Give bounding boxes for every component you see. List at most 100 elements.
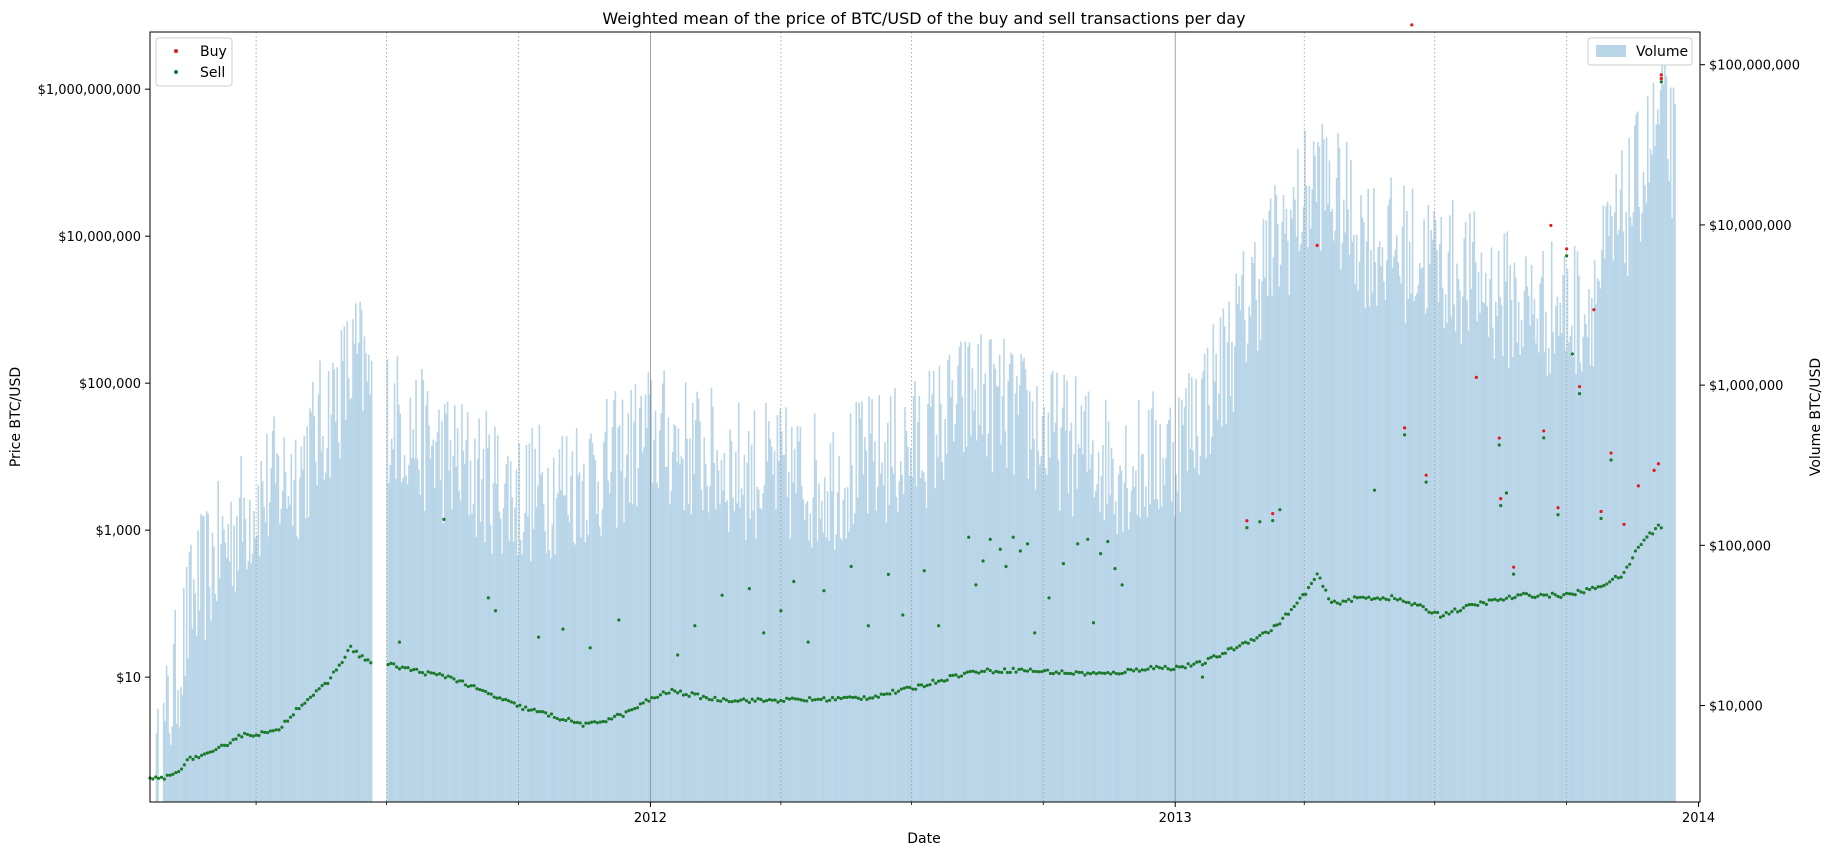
volume-bar: [1060, 427, 1063, 802]
volume-bar: [1440, 216, 1443, 803]
volume-bar: [849, 413, 852, 802]
volume-bar: [448, 470, 450, 802]
volume-bar: [1665, 76, 1668, 802]
volume-bar: [273, 416, 275, 802]
sell-point: [254, 733, 258, 737]
sell-point: [248, 733, 252, 738]
volume-bar: [1539, 283, 1542, 802]
buy-outlier-point: [1592, 308, 1596, 312]
volume-bar: [1449, 215, 1451, 802]
sell-point: [1496, 598, 1500, 603]
volume-bar: [1269, 198, 1272, 802]
sell-point: [308, 695, 313, 699]
volume-bar: [762, 493, 764, 802]
y-axis-ticks: $10$1,000$100,000$10,000,000$1,000,000,0…: [38, 83, 150, 686]
volume-bar: [324, 472, 327, 802]
sell-outlier-point: [1091, 621, 1096, 625]
volume-bar: [1284, 233, 1286, 802]
sell-point: [1014, 670, 1018, 674]
sell-point: [1352, 595, 1357, 599]
volume-bar: [1618, 229, 1620, 803]
volume-bar: [498, 511, 501, 802]
sell-point: [495, 696, 499, 700]
volume-bar: [168, 732, 171, 802]
sell-outlier-point: [922, 569, 926, 573]
sell-point: [1011, 666, 1015, 670]
sell-point: [475, 687, 479, 691]
sell-point: [721, 697, 726, 701]
volume-bar: [482, 449, 485, 802]
volume-bar: [1602, 205, 1605, 802]
volume-bar: [879, 473, 882, 802]
volume-bar: [1274, 185, 1276, 802]
volume-bar: [1430, 230, 1433, 802]
volume-bar: [439, 480, 442, 802]
volume-bar: [1632, 212, 1635, 803]
volume-bar: [1579, 362, 1582, 802]
sell-point: [1281, 616, 1285, 620]
sell-outlier-point: [1011, 535, 1015, 539]
volume-bar: [1120, 470, 1123, 802]
sell-point: [1000, 670, 1004, 675]
volume-bar: [1664, 48, 1666, 802]
volume-bar: [1437, 302, 1440, 802]
sell-outlier-point: [493, 609, 498, 613]
volume-bar: [544, 531, 546, 802]
volume-bar: [1411, 188, 1414, 803]
sell-point: [799, 698, 803, 702]
volume-bar: [892, 473, 895, 802]
sell-point: [902, 686, 906, 690]
sell-outlier-point: [1504, 491, 1509, 495]
sell-point: [194, 754, 198, 759]
volume-bar: [1304, 130, 1306, 803]
sell-point: [1074, 670, 1078, 674]
volume-bar: [167, 676, 169, 802]
volume-bar: [552, 457, 555, 802]
sell-point: [828, 698, 832, 702]
volume-bar: [1380, 266, 1382, 803]
sell-point: [1137, 669, 1141, 673]
sell-point: [171, 772, 175, 776]
sell-point: [1364, 596, 1368, 600]
sell-point: [1140, 668, 1144, 672]
volume-bar: [869, 433, 872, 802]
volume-bar: [291, 525, 294, 802]
volume-bar: [1049, 457, 1051, 802]
volume-bar: [1218, 393, 1220, 802]
volume-bar: [1153, 499, 1156, 802]
volume-bar: [1589, 365, 1592, 802]
volume-bar: [1516, 342, 1519, 802]
volume-bar: [1094, 491, 1097, 802]
volume-bar: [172, 644, 175, 802]
volume-bar: [864, 437, 866, 802]
sell-point: [182, 763, 187, 767]
volume-bar: [783, 454, 786, 802]
volume-bar: [854, 513, 856, 802]
volume-bar: [1248, 306, 1250, 802]
volume-bar: [1271, 295, 1273, 802]
sell-point: [578, 721, 582, 725]
volume-bar: [661, 383, 664, 802]
sell-outlier-point: [998, 547, 1002, 551]
sell-point: [202, 752, 207, 756]
sell-point: [268, 729, 273, 733]
volume-bar: [310, 412, 313, 802]
sell-point: [707, 697, 711, 702]
volume-bar: [1608, 236, 1610, 802]
volume-bar: [709, 486, 711, 802]
sell-point: [954, 673, 958, 677]
volume-bar: [808, 540, 810, 802]
volume-bar: [713, 462, 716, 802]
sell-point: [587, 721, 591, 725]
volume-bar: [894, 388, 896, 802]
volume-bar: [1454, 331, 1457, 802]
volume-bar: [904, 407, 906, 802]
sell-point: [661, 690, 665, 694]
volume-bar: [452, 456, 455, 802]
volume-bar: [1486, 306, 1488, 802]
volume-bar: [773, 450, 776, 802]
volume-bar: [1639, 241, 1642, 802]
volume-bar: [931, 394, 934, 802]
volume-bar: [494, 426, 496, 802]
sell-point: [1585, 587, 1589, 591]
